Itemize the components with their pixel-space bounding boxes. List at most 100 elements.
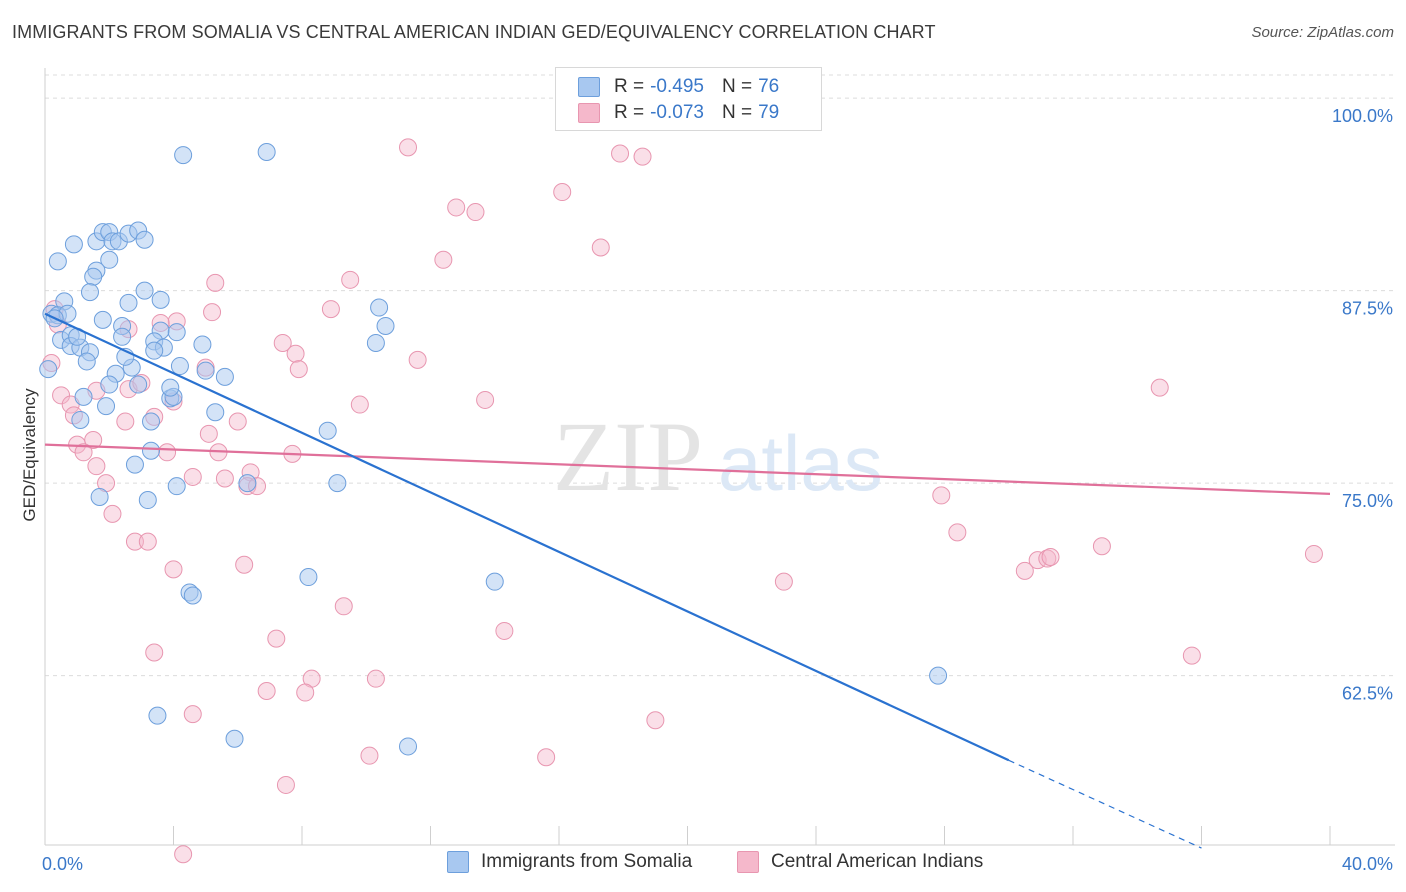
watermark-atlas: atlas	[718, 419, 883, 507]
bottom-legend-somalia: Immigrants from Somalia	[447, 851, 692, 873]
pink-point	[774, 572, 793, 591]
pink-point	[257, 682, 276, 700]
pink-point	[235, 555, 254, 574]
pink-point	[399, 138, 418, 157]
blue-point	[135, 230, 154, 249]
legend-r-value: -0.073	[650, 102, 704, 123]
tick-labels: 62.5% 75.0% 87.5% 100.0% 0.0% 40.0%	[42, 106, 1393, 874]
legend-series-name: Central American Indians	[771, 851, 984, 872]
pink-point	[289, 360, 308, 379]
chart-title: IMMIGRANTS FROM SOMALIA VS CENTRAL AMERI…	[12, 22, 936, 42]
blue-point	[125, 455, 144, 474]
gridlines	[45, 74, 1395, 677]
pink-point	[948, 523, 967, 542]
pink-point	[206, 273, 225, 292]
pink-point	[495, 621, 514, 640]
series-immigrants-from-somalia	[39, 143, 948, 756]
blue-point	[167, 477, 186, 496]
pink-point	[553, 183, 572, 202]
pink-point	[1150, 378, 1169, 397]
legend-r-label: R =	[614, 102, 645, 123]
pink-point	[276, 775, 295, 794]
pink-point	[434, 250, 453, 269]
pink-point	[360, 746, 379, 765]
blue-point	[64, 235, 83, 254]
legend-swatch-blue	[447, 851, 469, 873]
pink-point	[321, 300, 340, 319]
pink-point	[228, 412, 247, 431]
legend-n-value: 76	[758, 76, 780, 97]
correlation-legend: R = -0.495 N = 76 R = -0.073 N = 79	[555, 67, 822, 131]
pink-point	[611, 144, 630, 163]
y-tick-label: 75.0%	[1342, 491, 1393, 511]
legend-row-somalia: R = -0.495 N = 76	[578, 75, 779, 99]
blue-point	[328, 474, 347, 493]
x-tick-label: 0.0%	[42, 854, 83, 874]
legend-swatch-blue	[578, 77, 600, 97]
blue-point	[225, 729, 244, 748]
pink-point	[286, 344, 305, 363]
blue-point	[74, 387, 93, 406]
blue-point	[151, 290, 170, 309]
blue-point	[84, 267, 103, 286]
blue-point	[129, 375, 148, 394]
pink-point	[103, 504, 122, 523]
y-tick-label: 87.5%	[1342, 299, 1393, 319]
watermark-zip: ZIP	[553, 401, 703, 512]
blue-point	[485, 572, 504, 591]
blue-point	[39, 360, 58, 379]
blue-point	[399, 737, 418, 756]
pink-point	[1304, 544, 1323, 563]
blue-point	[119, 293, 138, 312]
legend-n-label: N =	[721, 76, 753, 97]
blue-point	[97, 397, 116, 416]
blue-point	[183, 586, 202, 605]
blue-point	[238, 474, 257, 493]
legend-row-central-american-indians: R = -0.073 N = 79	[578, 101, 779, 125]
blue-point	[366, 333, 385, 352]
pink-point	[1038, 549, 1057, 568]
pink-point	[476, 390, 495, 409]
y-axis-label: GED/Equivalency	[20, 388, 39, 522]
blue-trend-extension	[1008, 759, 1202, 849]
pink-point	[646, 711, 665, 730]
blue-point	[100, 375, 119, 394]
blue-point	[929, 666, 948, 685]
blue-point	[71, 410, 90, 429]
pink-point	[366, 669, 385, 688]
blue-point	[376, 317, 395, 336]
blue-point	[299, 568, 318, 587]
blue-point	[170, 357, 189, 376]
blue-point	[174, 146, 193, 165]
bottom-legend-central-american-indians: Central American Indians	[737, 851, 983, 873]
blue-point	[113, 327, 132, 346]
blue-trend-line	[44, 312, 1010, 762]
blue-point	[215, 367, 234, 386]
blue-point	[77, 352, 96, 371]
legend-n-value: 79	[758, 102, 780, 123]
pink-point	[215, 469, 234, 488]
pink-point	[267, 629, 286, 648]
blue-point	[257, 143, 276, 161]
axes	[44, 68, 1395, 846]
blue-point	[142, 412, 161, 431]
pink-point	[447, 198, 466, 217]
blue-point	[193, 335, 212, 354]
pink-point	[408, 350, 427, 369]
pink-point	[1092, 537, 1111, 556]
pink-trend-line	[44, 443, 1331, 495]
pink-point	[1015, 561, 1034, 580]
pink-point	[1041, 548, 1060, 567]
pink-point	[203, 303, 222, 322]
pink-point	[1182, 646, 1201, 665]
legend-r-value: -0.495	[650, 76, 704, 97]
blue-point	[370, 298, 389, 317]
watermark: ZIP atlas	[553, 401, 883, 512]
pink-point	[296, 683, 315, 702]
blue-point	[167, 323, 186, 342]
blue-point	[142, 441, 161, 460]
blue-point	[148, 706, 167, 725]
blue-point	[48, 252, 67, 271]
chart-source: Source: ZipAtlas.com	[1251, 24, 1394, 41]
